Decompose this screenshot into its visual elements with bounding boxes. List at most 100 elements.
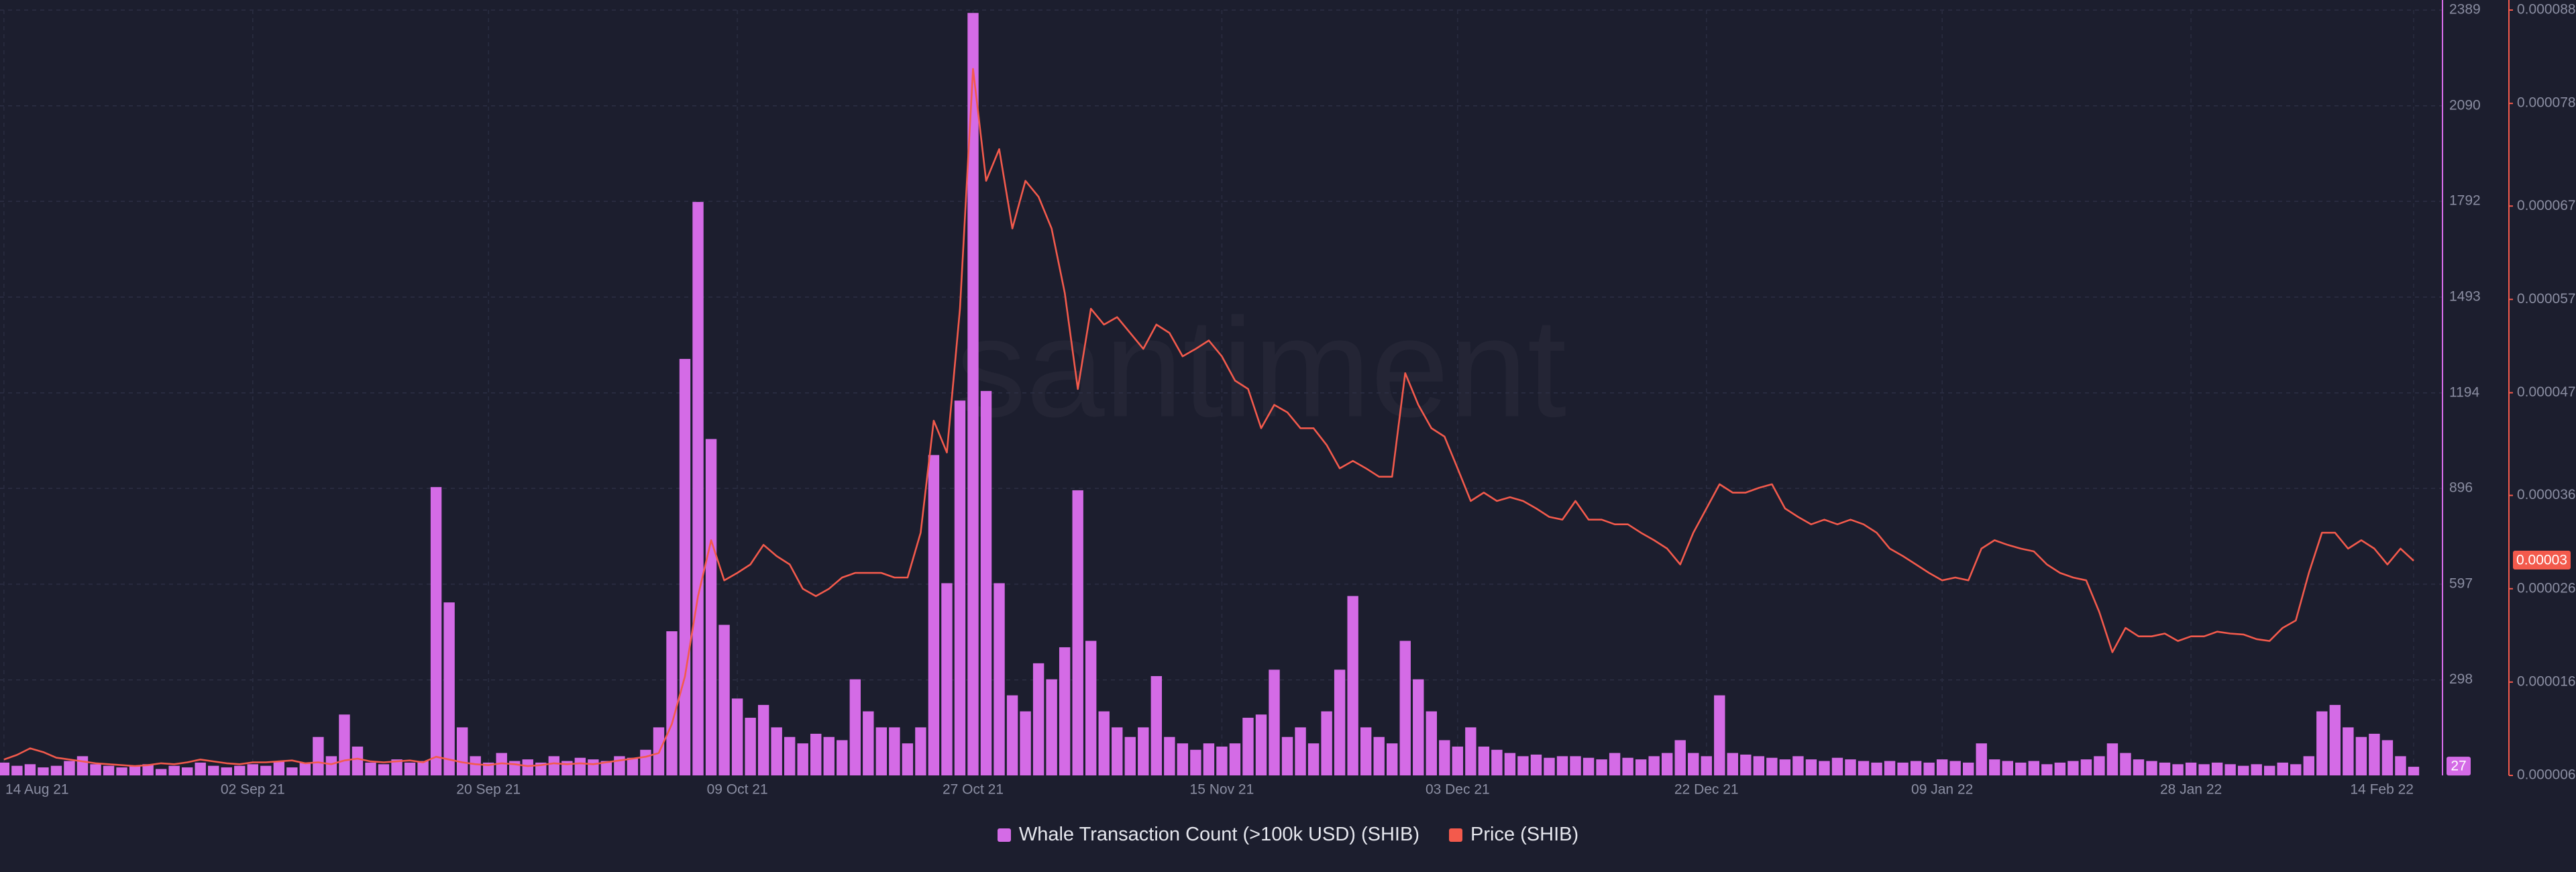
x-tick-label: 14 Feb 22 bbox=[2350, 782, 2414, 798]
bar bbox=[1858, 761, 1870, 775]
bar-series bbox=[0, 13, 2420, 775]
y2-tick-label: 0.000067 bbox=[2517, 198, 2576, 213]
bar bbox=[142, 764, 154, 775]
bar bbox=[260, 765, 272, 775]
bar bbox=[2002, 761, 2013, 775]
bar bbox=[1648, 756, 1660, 775]
bar bbox=[2290, 764, 2302, 775]
bar bbox=[11, 765, 23, 775]
bar bbox=[1360, 727, 1372, 775]
x-tick-label: 20 Sep 21 bbox=[456, 782, 521, 798]
bar bbox=[994, 583, 1005, 775]
bar bbox=[705, 439, 717, 775]
bar bbox=[1845, 759, 1856, 775]
y2-tick-label: 0.000016 bbox=[2517, 673, 2576, 689]
bar bbox=[1635, 759, 1647, 775]
bar bbox=[234, 765, 246, 775]
x-tick-label: 09 Oct 21 bbox=[707, 782, 768, 798]
bar bbox=[273, 761, 285, 775]
bar bbox=[2133, 759, 2145, 775]
bar bbox=[574, 757, 586, 775]
bar bbox=[1792, 756, 1804, 775]
bar bbox=[286, 767, 298, 775]
bar bbox=[1387, 743, 1398, 775]
bar bbox=[129, 765, 141, 775]
bar bbox=[1255, 714, 1267, 775]
bar bbox=[1596, 759, 1607, 775]
bar bbox=[2369, 733, 2380, 775]
bar bbox=[627, 757, 639, 775]
bar bbox=[2054, 762, 2066, 775]
bar bbox=[679, 359, 691, 775]
bar bbox=[1295, 727, 1306, 775]
legend-item[interactable]: Whale Transaction Count (>100k USD) (SHI… bbox=[997, 824, 1419, 846]
bar bbox=[600, 761, 612, 775]
bar bbox=[875, 727, 888, 775]
bar bbox=[1989, 759, 2000, 775]
bar bbox=[1949, 761, 1961, 775]
y-tick-label: 298 bbox=[2449, 671, 2473, 687]
bar bbox=[404, 762, 416, 775]
bar bbox=[1976, 743, 1987, 775]
bar bbox=[1779, 759, 1791, 775]
bar bbox=[339, 714, 350, 775]
bar bbox=[299, 762, 311, 775]
bar bbox=[548, 756, 559, 775]
bar bbox=[2120, 753, 2131, 775]
y-tick-label: 896 bbox=[2449, 480, 2473, 496]
bar bbox=[352, 747, 364, 775]
bar bbox=[1216, 747, 1228, 775]
bar bbox=[470, 756, 481, 775]
bar bbox=[1936, 759, 1948, 775]
bar bbox=[2408, 767, 2420, 775]
bar bbox=[221, 767, 232, 775]
y2-tick-label: 0.000047 bbox=[2517, 384, 2576, 400]
legend-label: Whale Transaction Count (>100k USD) (SHI… bbox=[1018, 824, 1419, 845]
bar bbox=[103, 765, 115, 775]
bar bbox=[2068, 761, 2079, 775]
bar bbox=[1413, 679, 1424, 775]
bar bbox=[0, 762, 10, 775]
bar bbox=[2159, 762, 2171, 775]
legend-swatch bbox=[997, 828, 1011, 842]
bar bbox=[954, 400, 966, 775]
bar bbox=[168, 765, 180, 775]
bar bbox=[1556, 756, 1568, 775]
y-tick-label: 597 bbox=[2449, 576, 2473, 591]
bar bbox=[1307, 743, 1320, 775]
y-tick-label: 1493 bbox=[2449, 288, 2481, 304]
bar bbox=[771, 727, 782, 775]
bar bbox=[1032, 663, 1044, 775]
bar bbox=[1831, 757, 1843, 775]
bar bbox=[2080, 759, 2092, 775]
bar bbox=[692, 202, 704, 775]
bar bbox=[1753, 756, 1765, 775]
bar bbox=[2277, 762, 2288, 775]
bar bbox=[1229, 743, 1241, 775]
legend-item[interactable]: Price (SHIB) bbox=[1449, 824, 1578, 846]
bar bbox=[666, 631, 678, 775]
bar bbox=[1674, 740, 1686, 775]
bar bbox=[1871, 762, 1882, 775]
y2-tick-label: 0.000006 bbox=[2517, 767, 2576, 783]
bar bbox=[496, 753, 507, 775]
bar bbox=[1281, 737, 1293, 775]
bar bbox=[1006, 695, 1018, 775]
bar bbox=[2172, 764, 2184, 775]
bar bbox=[1373, 737, 1385, 775]
bar bbox=[1609, 753, 1621, 775]
y2-tick-label: 0.000036 bbox=[2517, 487, 2576, 502]
bar bbox=[1491, 749, 1503, 775]
legend-swatch bbox=[1449, 828, 1462, 842]
bar bbox=[313, 737, 324, 775]
bar bbox=[522, 759, 533, 775]
bar bbox=[1727, 753, 1738, 775]
bar bbox=[2329, 704, 2341, 775]
watermark: santiment bbox=[956, 288, 1566, 446]
bar bbox=[1177, 743, 1189, 775]
bar bbox=[1923, 762, 1935, 775]
legend: Whale Transaction Count (>100k USD) (SHI… bbox=[0, 824, 2576, 846]
bar bbox=[2381, 740, 2394, 775]
bar bbox=[849, 679, 861, 775]
y-tick-label: 1792 bbox=[2449, 193, 2481, 209]
